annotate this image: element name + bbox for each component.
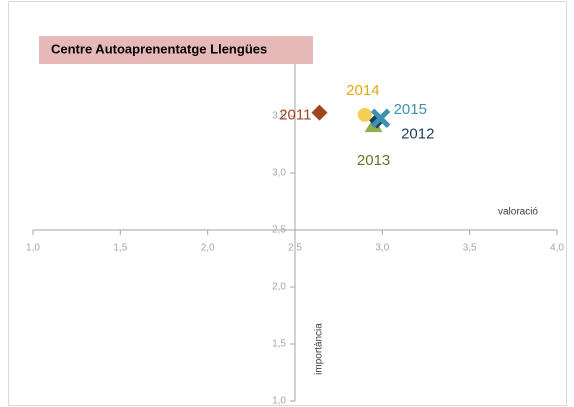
chart-border [8, 1, 567, 406]
point [370, 108, 391, 129]
y-tick-label: 2,5 [272, 225, 286, 236]
x-tick-label: 3,5 [463, 243, 477, 254]
y-tick-label: 3,0 [272, 168, 286, 179]
y-axis-title: importància [314, 323, 325, 375]
point-label: 2012 [401, 126, 434, 143]
point [311, 104, 328, 121]
x-tick-label: 4,0 [550, 243, 564, 254]
x-tick-label: 1,5 [113, 243, 127, 254]
x-tick-label: 1,0 [26, 243, 40, 254]
x-axis-title: valoració [498, 207, 538, 218]
y-tick-label: 2,0 [272, 282, 286, 293]
x-tick-label: 2,0 [201, 243, 215, 254]
y-tick-label: 1,0 [272, 396, 286, 407]
y-tick-label: 3,5 [272, 111, 286, 122]
chart-title: Centre Autoaprenentatge Llengües [51, 41, 267, 56]
x-tick-label: 3,0 [375, 243, 389, 254]
point-label: 2011 [279, 107, 311, 124]
point-label: 2015 [394, 101, 427, 118]
title-box [39, 36, 313, 64]
point-label: 2014 [346, 82, 379, 99]
point [357, 107, 372, 122]
point-label: 2013 [357, 152, 390, 169]
x-tick-label: 2,5 [288, 243, 302, 254]
y-tick-label: 1,5 [272, 339, 286, 350]
